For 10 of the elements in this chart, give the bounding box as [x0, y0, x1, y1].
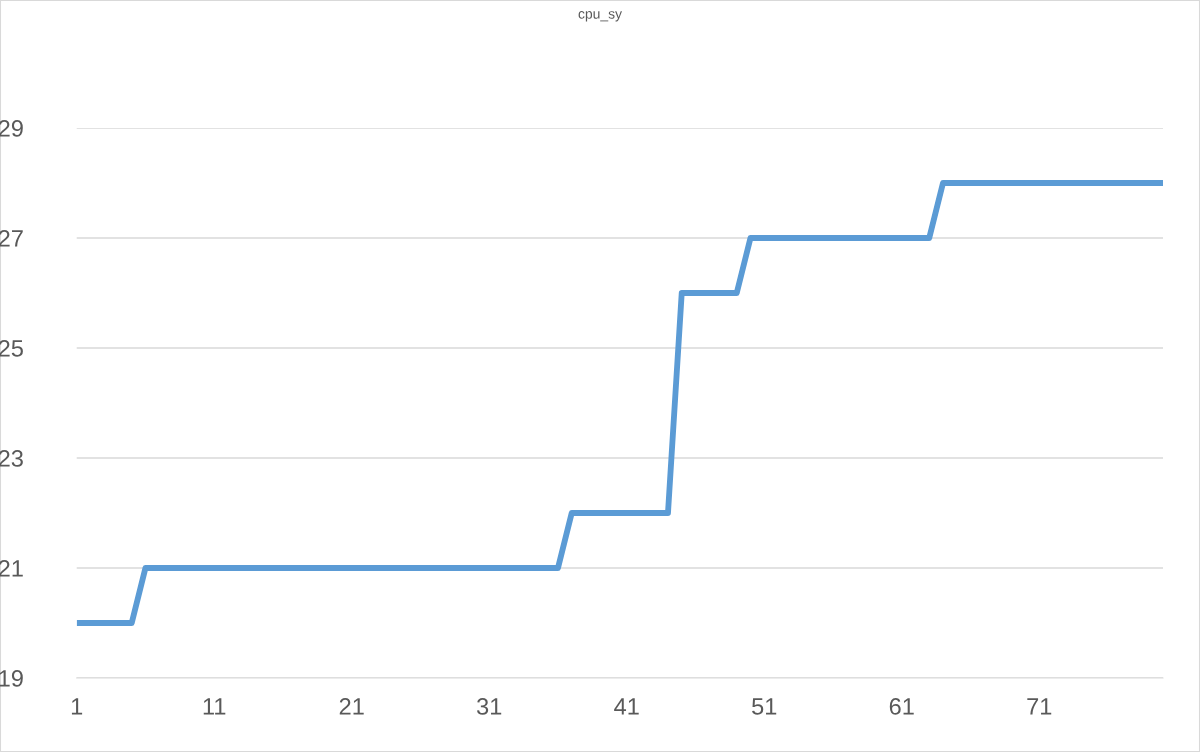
x-tick-label: 21 — [339, 698, 364, 715]
x-tick-label: 1 — [71, 698, 83, 715]
x-tick-label: 41 — [614, 698, 639, 715]
x-tick-label: 11 — [203, 698, 226, 715]
x-tick-label: 71 — [1027, 698, 1052, 715]
x-tick-label: 61 — [889, 698, 914, 715]
x-tick-label: 51 — [752, 698, 777, 715]
x-tick-label: 31 — [476, 698, 502, 715]
chart-title: cpu_sy — [578, 11, 622, 22]
y-tick-label: 19 — [0, 670, 23, 687]
